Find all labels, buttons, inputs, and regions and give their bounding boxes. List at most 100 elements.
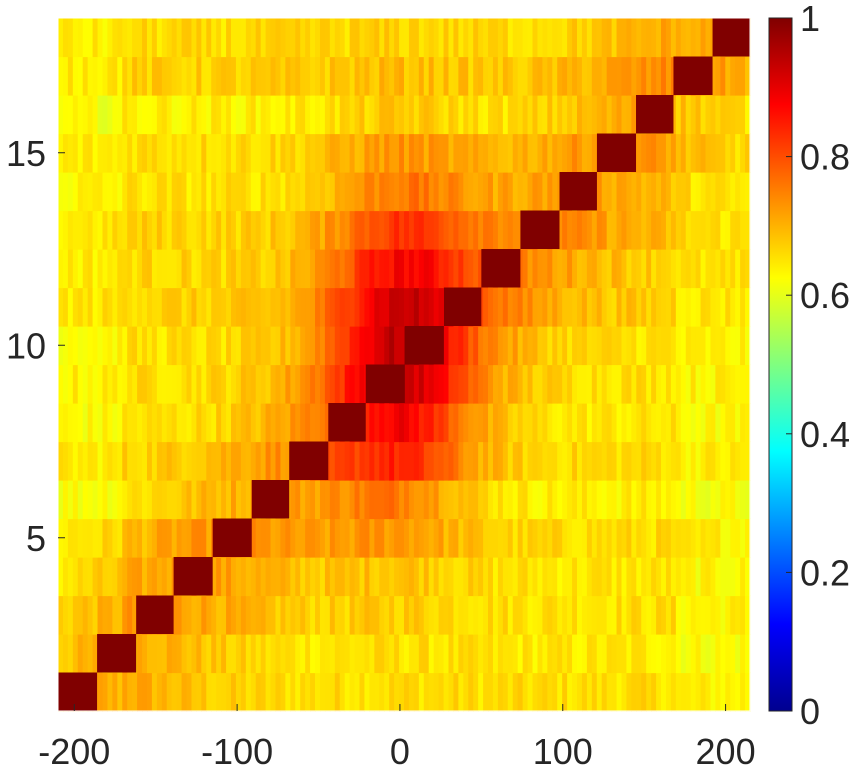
heat-cell [606, 18, 613, 58]
heat-cell [117, 480, 123, 520]
heat-cell [646, 480, 652, 520]
heat-cell [285, 133, 291, 173]
heat-cell [72, 210, 79, 250]
heat-cell [310, 634, 316, 674]
heat-cell [562, 557, 568, 597]
heat-cell [631, 672, 637, 712]
heat-cell [512, 210, 519, 250]
heat-cell [171, 403, 178, 443]
heat-cell [290, 634, 296, 674]
heat-cell [581, 18, 588, 58]
heat-cell [735, 249, 741, 289]
heat-cell [315, 557, 321, 597]
heat-cell [720, 210, 726, 250]
heat-cell [601, 364, 608, 404]
heat-cell [601, 249, 608, 289]
heat-cell [700, 403, 707, 443]
heat-cell [616, 557, 623, 597]
heat-cell [62, 210, 69, 250]
heat-cell [572, 249, 578, 289]
heat-cell [379, 518, 385, 558]
heat-cell [552, 287, 558, 327]
heat-cell [458, 441, 464, 481]
heat-cell [127, 403, 133, 443]
heat-cell [117, 364, 123, 404]
heat-cell [186, 518, 193, 558]
heat-cell [512, 326, 519, 366]
heat-cell [483, 480, 489, 520]
heat-cell [408, 95, 415, 135]
heat-cell [77, 403, 84, 443]
heat-cell [532, 364, 539, 404]
heat-cell [156, 249, 163, 289]
heat-cell [428, 172, 435, 212]
heat-cell [191, 95, 197, 135]
heat-cell [384, 56, 390, 96]
heat-cell [181, 133, 188, 173]
heat-cell [196, 95, 202, 135]
heat-cell [186, 56, 193, 96]
heat-cell [359, 18, 366, 58]
heat-cell [478, 595, 484, 635]
heat-cell [606, 557, 613, 597]
heat-cell [176, 441, 183, 481]
heat-cell [601, 287, 608, 327]
heat-cell [216, 18, 222, 58]
heat-cell [334, 672, 341, 712]
heat-cell [156, 480, 163, 520]
heat-cell [463, 95, 469, 135]
heat-cell [596, 364, 603, 404]
heat-cell [92, 595, 99, 635]
heat-cell [690, 287, 697, 327]
heat-cell [206, 326, 212, 366]
heat-cell [725, 441, 731, 481]
heat-cell [354, 172, 361, 212]
heat-cell [171, 326, 178, 366]
heat-cell [670, 133, 677, 173]
heat-cell [631, 518, 637, 558]
heat-cell [206, 634, 212, 674]
heat-cell [631, 56, 637, 96]
heat-cell [171, 133, 178, 173]
heat-cell [240, 18, 247, 58]
heat-cell [547, 518, 553, 558]
heat-cell [557, 403, 563, 443]
heat-cell [453, 595, 459, 635]
heat-cell [488, 18, 494, 58]
heat-cell [374, 210, 380, 250]
heat-cell [270, 287, 277, 327]
heat-cell [216, 557, 222, 597]
heat-cell [586, 95, 593, 135]
heat-cell [690, 403, 697, 443]
heat-cell [112, 95, 118, 135]
heat-cell [344, 172, 351, 212]
heat-cell [641, 249, 647, 289]
heat-cell [221, 480, 227, 520]
heat-cell [364, 18, 370, 58]
heat-cell [245, 95, 252, 135]
heat-cell [359, 441, 366, 481]
heat-cell [735, 480, 741, 520]
heat-cell [492, 518, 499, 558]
heat-cell [404, 634, 410, 674]
heat-cell [399, 634, 405, 674]
heat-cell [572, 441, 578, 481]
heat-cell [324, 326, 331, 366]
heat-cell [418, 249, 425, 289]
heat-cell [730, 634, 736, 674]
heat-cell [171, 480, 178, 520]
heat-cell [690, 441, 697, 481]
heat-cell [522, 287, 529, 327]
heat-cell [295, 133, 301, 173]
diagonal-block [712, 18, 750, 57]
heat-cell [478, 480, 484, 520]
heat-cell [265, 557, 272, 597]
heat-cell [591, 595, 598, 635]
heat-cell [537, 287, 543, 327]
diagonal-block [520, 210, 560, 249]
x-axis-ticks: -200 -100 0 100 200 [38, 704, 756, 772]
heat-cell [423, 133, 430, 173]
heat-cell [171, 634, 178, 674]
heat-cell [458, 518, 464, 558]
colorbar-tick-label: 1 [800, 0, 820, 39]
